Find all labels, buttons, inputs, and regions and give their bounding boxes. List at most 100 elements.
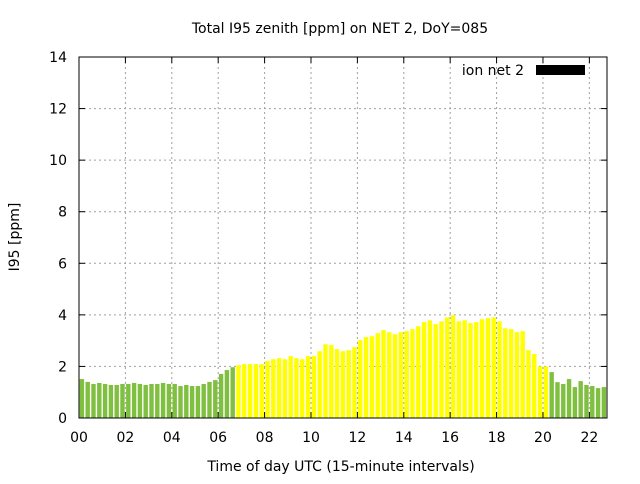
bar — [421, 322, 427, 418]
bar — [590, 386, 595, 418]
bar — [491, 317, 496, 418]
bar — [549, 372, 554, 418]
x-tick-label: 16 — [441, 430, 459, 446]
bar — [532, 354, 537, 418]
bar — [410, 329, 415, 418]
bar — [497, 321, 502, 418]
bars — [79, 315, 607, 418]
bar — [456, 321, 462, 418]
bar — [271, 359, 276, 418]
bar — [595, 388, 601, 418]
bar — [195, 386, 201, 418]
y-axis-label: I95 [ppm] — [7, 203, 23, 272]
bar — [178, 386, 183, 418]
bar — [427, 320, 433, 418]
bar — [120, 383, 125, 418]
bar — [85, 381, 90, 418]
bar — [543, 366, 549, 418]
bar — [247, 364, 253, 418]
bar — [416, 326, 421, 418]
y-tick-label: 12 — [49, 102, 67, 118]
x-tick-label: 10 — [302, 430, 320, 446]
x-tick-label: 18 — [488, 430, 506, 446]
bar — [305, 356, 311, 418]
bar — [207, 381, 212, 418]
bar — [282, 359, 288, 418]
bar — [520, 331, 525, 418]
bar — [300, 359, 305, 418]
y-tick-label: 4 — [58, 308, 67, 324]
bar — [149, 383, 154, 418]
bar — [166, 383, 172, 418]
bar — [218, 373, 224, 418]
y-tick-label: 8 — [58, 205, 67, 221]
x-tick-label: 20 — [534, 430, 552, 446]
y-tick-label: 10 — [49, 153, 67, 169]
bar — [108, 384, 114, 418]
bar — [508, 329, 514, 418]
bar — [479, 319, 485, 418]
bar — [91, 383, 96, 418]
bar — [450, 315, 456, 418]
bar — [253, 364, 259, 418]
bar — [340, 351, 346, 418]
bar — [387, 332, 392, 418]
bar — [334, 349, 340, 418]
bar — [369, 336, 375, 418]
bar — [404, 331, 409, 418]
bar — [288, 356, 293, 418]
bar — [131, 382, 137, 418]
bar — [126, 383, 131, 418]
bar — [294, 358, 299, 418]
bar — [329, 345, 334, 418]
chart-title: Total I95 zenith [ppm] on NET 2, DoY=085 — [191, 21, 488, 37]
x-tick-label: 04 — [163, 430, 181, 446]
bar — [137, 383, 143, 418]
bar — [160, 382, 166, 418]
bar — [311, 356, 317, 418]
bar — [276, 358, 282, 418]
bar — [503, 328, 508, 418]
bar — [184, 384, 189, 418]
x-tick-label: 22 — [580, 430, 598, 446]
bar — [584, 384, 589, 418]
bar — [114, 384, 119, 418]
grid — [79, 57, 607, 418]
bar — [102, 383, 108, 418]
bar — [566, 379, 572, 418]
bar — [79, 379, 85, 418]
bar — [323, 344, 328, 418]
bar — [358, 340, 363, 418]
bar — [561, 383, 566, 418]
legend-swatch — [536, 65, 585, 75]
x-tick-label: 00 — [70, 430, 88, 446]
bar — [242, 364, 247, 418]
x-axis-label: Time of day UTC (15-minute intervals) — [206, 459, 474, 475]
x-tick-label: 14 — [395, 430, 413, 446]
bar — [236, 365, 241, 418]
bar — [265, 361, 270, 418]
legend-label: ion net 2 — [462, 63, 524, 79]
plot-border — [78, 56, 608, 419]
bar — [445, 317, 450, 418]
bar — [352, 347, 357, 418]
bar — [143, 384, 148, 418]
x-tick-label: 02 — [116, 430, 134, 446]
bar — [468, 323, 473, 418]
bar — [346, 350, 351, 418]
bar — [375, 333, 380, 418]
bar — [381, 330, 386, 418]
bar — [201, 383, 206, 418]
bar — [259, 364, 264, 418]
y-tick-label: 6 — [58, 256, 67, 272]
bar — [572, 387, 578, 418]
bar — [601, 387, 607, 418]
bar — [97, 382, 102, 418]
bar — [474, 322, 479, 418]
x-tick-label: 06 — [209, 430, 227, 446]
bar — [555, 382, 560, 418]
bar — [485, 318, 491, 418]
bar — [363, 337, 369, 418]
